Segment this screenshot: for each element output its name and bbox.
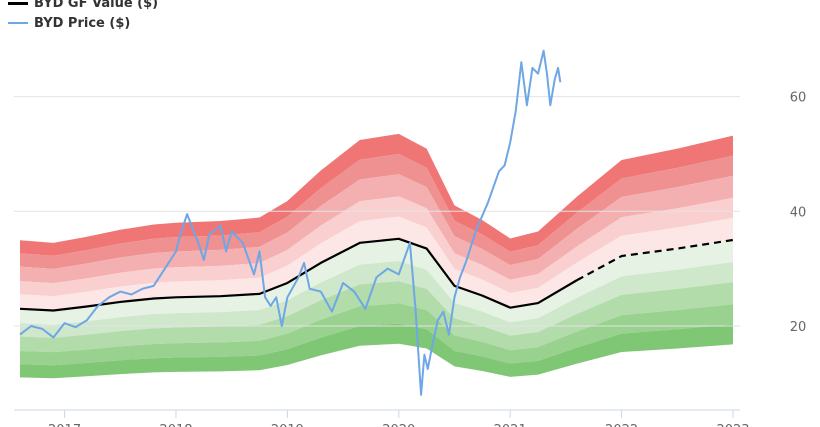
legend-label-price: BYD Price ($) [34,15,131,31]
undervalued-band-3 [20,281,733,353]
undervalued-band-5 [20,323,733,379]
legend-item-price[interactable]: BYD Price ($) [8,13,158,33]
axes: 2017 2018 2019 2020 2021 2022 2023 20 40 60 [14,91,806,427]
y-tick-label-40: 40 [790,205,807,220]
overvalued-band-1 [20,133,733,256]
x-tick-label-2019: 2019 [271,423,304,427]
legend-label-gf-value: BYD GF Value ($) [34,0,159,11]
x-tick-label-2020: 2020 [382,423,415,427]
overvalued-band-3 [20,174,733,284]
gridlines [14,96,740,327]
x-tick-label-2022: 2022 [605,423,638,427]
legend: BYD GF Value ($) BYD Price ($) [8,0,158,33]
gf-value-line [19,237,578,312]
overvalued-band-5 [20,216,733,311]
x-tick-label-2018: 2018 [159,423,192,427]
overvalued-band-4 [20,196,733,297]
undervalued-band-1 [20,238,733,325]
legend-item-gf-value[interactable]: BYD GF Value ($) [8,0,158,13]
legend-swatch-gf-value [8,1,28,5]
y-tick-label-20: 20 [790,320,807,335]
undervalued-band-2 [20,261,733,338]
y-tick-label-60: 60 [790,91,807,106]
x-tick-label-2023: 2023 [716,423,749,427]
undervalued-band-4 [20,303,733,366]
legend-swatch-price [8,22,28,24]
series-lines [19,49,734,396]
gf-value-forecast-line [576,238,734,282]
price-line [19,49,562,396]
valuation-bands [20,133,733,379]
x-tick-label-2017: 2017 [48,423,81,427]
x-tick-label-2021: 2021 [494,423,527,427]
